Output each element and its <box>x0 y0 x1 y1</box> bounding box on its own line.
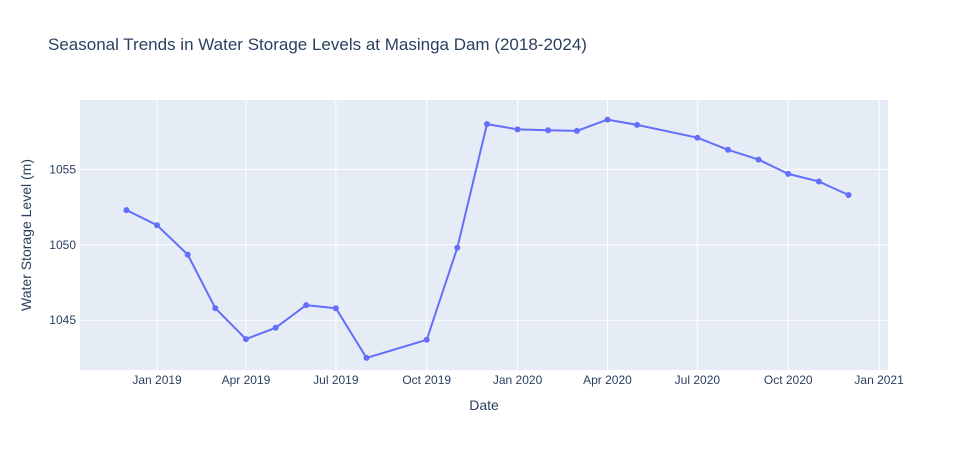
data-point <box>303 302 310 309</box>
chart-title: Seasonal Trends in Water Storage Levels … <box>48 35 587 54</box>
y-tick-label: 1045 <box>49 313 76 327</box>
y-tick-label: 1055 <box>49 162 76 176</box>
data-point <box>514 126 521 133</box>
data-point <box>573 127 580 134</box>
x-tick-label: Oct 2020 <box>764 373 813 387</box>
data-point <box>242 336 249 343</box>
data-point <box>212 305 219 312</box>
data-point <box>332 305 339 312</box>
data-point <box>694 134 701 141</box>
data-point <box>604 116 611 123</box>
x-tick-label: Jan 2019 <box>132 373 182 387</box>
x-axis-ticks: Jan 2019 Apr 2019 Jul 2019 Oct 2019 Jan 2020… <box>132 373 904 387</box>
x-tick-label: Apr 2020 <box>583 373 632 387</box>
data-point <box>755 156 762 163</box>
data-point <box>423 336 430 343</box>
x-tick-label: Jul 2019 <box>313 373 359 387</box>
x-tick-label: Jan 2021 <box>854 373 904 387</box>
y-tick-label: 1050 <box>49 238 76 252</box>
data-point <box>363 354 370 361</box>
x-tick-label: Apr 2019 <box>222 373 271 387</box>
data-point <box>454 244 461 251</box>
data-point <box>154 222 160 229</box>
plot-area <box>80 100 888 370</box>
data-point <box>545 127 552 134</box>
data-point <box>272 324 279 331</box>
y-axis-ticks: 1045 1050 1055 <box>49 162 76 327</box>
x-tick-label: Jul 2020 <box>675 373 721 387</box>
y-axis-title: Water Storage Level (m) <box>18 159 34 311</box>
x-tick-label: Oct 2019 <box>402 373 451 387</box>
data-point <box>484 121 490 128</box>
y-gridlines <box>80 168 888 321</box>
data-point <box>634 121 641 128</box>
x-axis-title: Date <box>469 397 499 413</box>
series-layer <box>123 116 852 361</box>
x-gridlines <box>156 100 880 370</box>
data-point <box>815 178 822 185</box>
data-point <box>845 192 852 198</box>
data-point <box>123 207 130 214</box>
data-point <box>785 170 792 177</box>
data-point <box>184 251 191 258</box>
x-tick-label: Jan 2020 <box>493 373 543 387</box>
data-point <box>725 146 731 153</box>
